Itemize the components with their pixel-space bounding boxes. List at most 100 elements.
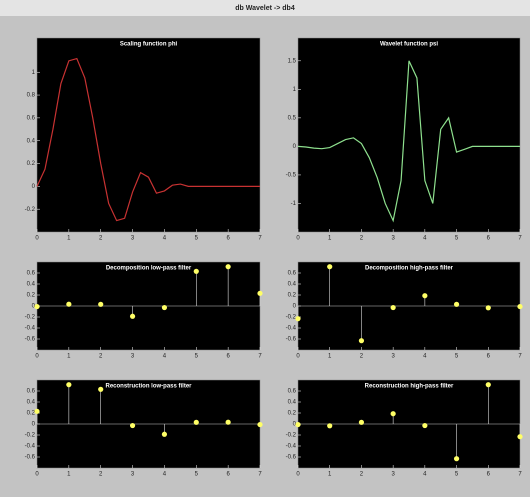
x-tick-label: 3	[391, 236, 395, 242]
x-tick-label: 2	[360, 354, 364, 360]
x-tick-label: 1	[67, 472, 71, 478]
stem-marker	[34, 408, 40, 414]
x-tick-label: 1	[67, 354, 71, 360]
stem-marker	[161, 304, 168, 311]
x-tick-label: 5	[455, 472, 459, 478]
y-tick-label: 0.8	[27, 93, 36, 99]
y-tick-label: -0.2	[25, 315, 36, 321]
x-tick-label: 7	[258, 236, 262, 242]
chart-title: Wavelet function psi	[380, 42, 438, 48]
x-tick-label: 7	[258, 472, 262, 478]
x-tick-label: 7	[258, 354, 262, 360]
y-tick-label: 0.5	[288, 115, 297, 121]
stem-marker	[129, 422, 136, 429]
y-tick-label: 0.2	[27, 411, 36, 417]
y-tick-label: 0.4	[27, 138, 36, 144]
x-tick-label: 6	[487, 354, 491, 360]
x-tick-label: 3	[131, 472, 135, 478]
y-tick-label: 0.4	[288, 400, 297, 406]
stem-marker	[98, 301, 104, 307]
x-tick-label: 0	[296, 354, 300, 360]
y-tick-label: 0.6	[27, 389, 36, 395]
x-tick-label: 0	[296, 472, 300, 478]
window-title: db Wavelet -> db4	[235, 5, 295, 12]
x-tick-label: 2	[99, 354, 103, 360]
y-tick-label: -0.2	[286, 433, 297, 439]
stem-marker	[327, 423, 333, 429]
x-tick-label: 1	[328, 236, 332, 242]
stem-marker	[453, 456, 460, 462]
x-tick-label: 6	[487, 236, 491, 242]
y-tick-label: 0	[32, 184, 36, 190]
x-tick-label: 6	[226, 354, 230, 360]
x-tick-label: 6	[487, 472, 491, 478]
x-tick-label: 3	[391, 354, 395, 360]
y-tick-label: 0	[293, 422, 297, 428]
stem-marker	[422, 293, 428, 299]
x-tick-label: 5	[195, 472, 199, 478]
y-tick-label: 1.5	[288, 58, 297, 64]
y-tick-label: -0.2	[25, 433, 36, 439]
y-tick-label: 0	[32, 422, 36, 428]
y-tick-label: 0.4	[27, 400, 36, 406]
x-tick-label: 0	[296, 236, 300, 242]
stem-marker	[129, 313, 136, 319]
stem-marker	[390, 411, 396, 417]
y-tick-label: 0.6	[288, 389, 297, 395]
chart-title: Reconstruction high-pass filter	[365, 384, 454, 390]
stem-marker	[295, 316, 301, 322]
x-tick-label: 5	[195, 236, 199, 242]
stem-marker	[327, 264, 333, 270]
stem-marker	[422, 422, 428, 429]
chart-title: Decomposition high-pass filter	[365, 266, 454, 272]
stem-marker	[225, 264, 231, 270]
y-tick-label: 0.4	[27, 282, 36, 288]
y-tick-label: 0.2	[288, 293, 297, 299]
stem-marker	[358, 338, 365, 344]
x-tick-label: 0	[35, 354, 39, 360]
stem-marker	[66, 382, 72, 388]
y-tick-label: -0.2	[25, 207, 36, 213]
curve	[36, 57, 260, 222]
stem-marker	[225, 419, 231, 425]
y-tick-label: -0.4	[25, 444, 36, 450]
y-tick-label: 1	[32, 70, 36, 76]
x-tick-label: 4	[423, 472, 427, 478]
x-tick-label: 0	[35, 236, 39, 242]
x-tick-label: 3	[131, 236, 135, 242]
y-tick-label: 0	[293, 144, 297, 150]
y-tick-label: 0	[293, 304, 297, 310]
x-tick-label: 5	[455, 236, 459, 242]
title-bar	[0, 0, 530, 16]
stem-marker	[390, 304, 396, 311]
stem-marker	[66, 301, 72, 307]
stem-marker	[358, 419, 365, 425]
x-tick-label: 3	[131, 354, 135, 360]
x-tick-label: 6	[226, 236, 230, 242]
stem-marker	[193, 419, 199, 425]
y-tick-label: 0.6	[27, 271, 36, 277]
y-tick-label: 1	[293, 87, 297, 93]
x-tick-label: 2	[360, 236, 364, 242]
y-tick-label: 0.4	[288, 282, 297, 288]
x-tick-label: 4	[423, 354, 427, 360]
stem-marker	[257, 290, 263, 296]
x-tick-label: 7	[518, 236, 522, 242]
x-tick-label: 4	[163, 236, 167, 242]
x-tick-label: 1	[328, 472, 332, 478]
x-tick-label: 2	[99, 472, 103, 478]
plot-area	[36, 37, 261, 233]
y-tick-label: 0	[32, 304, 36, 310]
chart-title: Reconstruction low-pass filter	[105, 384, 192, 390]
x-tick-label: 7	[518, 354, 522, 360]
curve	[297, 60, 520, 223]
y-tick-label: -0.4	[25, 326, 36, 332]
plot-area	[297, 37, 521, 233]
y-tick-label: -0.6	[286, 337, 297, 343]
stem-marker	[517, 434, 523, 440]
x-tick-label: 4	[423, 236, 427, 242]
y-tick-label: -0.5	[286, 173, 297, 179]
y-tick-label: 0.2	[288, 411, 297, 417]
x-tick-label: 5	[455, 354, 459, 360]
